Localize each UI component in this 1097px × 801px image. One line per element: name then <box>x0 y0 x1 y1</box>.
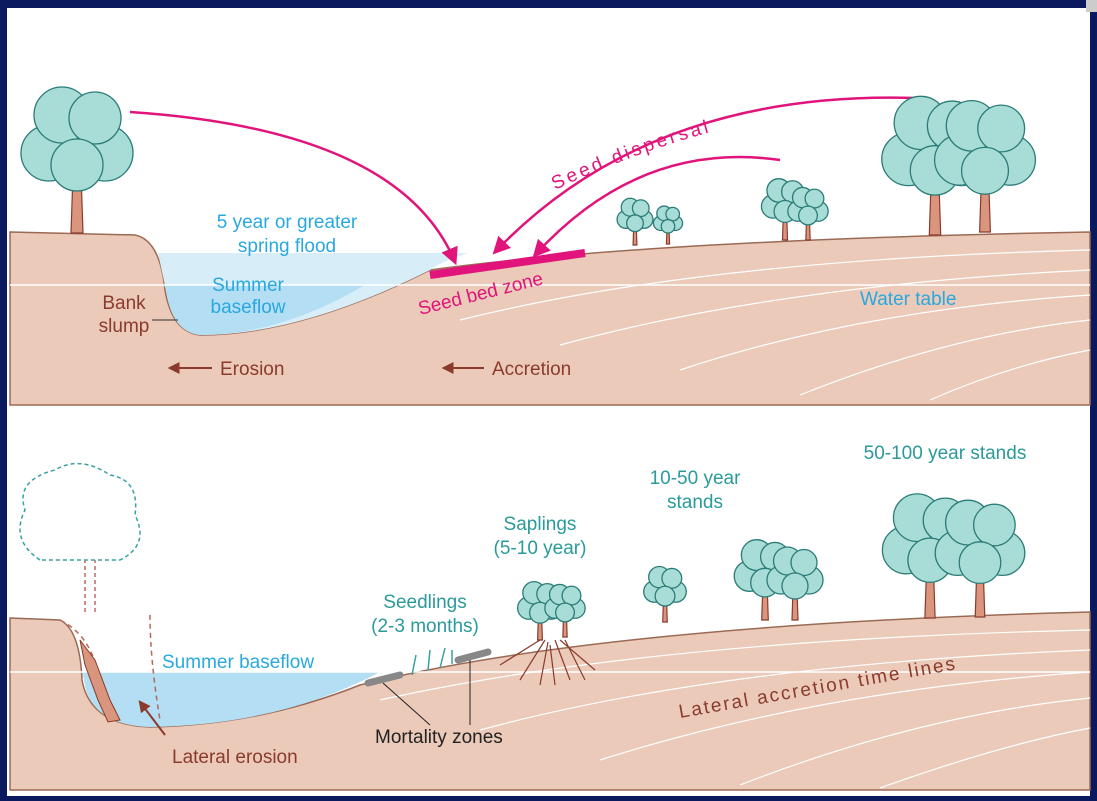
crown <box>654 585 676 607</box>
crown <box>561 585 582 606</box>
crown <box>958 541 1002 585</box>
crown <box>972 503 1016 547</box>
crown <box>626 214 644 233</box>
seedlings <box>411 647 453 676</box>
corner <box>1086 0 1097 12</box>
crown <box>660 218 676 234</box>
crown <box>804 188 825 209</box>
mortality-zone <box>364 671 404 687</box>
ground <box>9 611 1091 791</box>
lateral-erosion-label: Lateral erosion <box>172 747 298 768</box>
roots <box>499 639 596 686</box>
crown <box>50 138 104 192</box>
crown <box>960 146 1010 195</box>
mortality-label: Mortality zones <box>375 727 503 748</box>
dispersal-arrow <box>129 110 458 266</box>
flood-label: 5 year or greater spring flood <box>217 212 358 257</box>
baseflow-water <box>164 285 365 335</box>
trees <box>20 86 1037 641</box>
mid-stands-label: 10-50 year stands <box>650 468 742 513</box>
bank-slump-label: Bank slump <box>99 293 150 337</box>
baseflow-water <box>82 672 380 727</box>
baseflow-label: Summer baseflow <box>162 652 314 673</box>
time-lines <box>459 249 1091 401</box>
crown <box>661 567 683 589</box>
erosion-label: Erosion <box>220 359 284 380</box>
dispersal-arrow <box>492 96 916 255</box>
accretion-label: Accretion <box>492 359 571 380</box>
arrow <box>138 700 166 736</box>
crown <box>68 91 122 145</box>
leader <box>382 682 431 726</box>
seed-bed <box>429 249 586 279</box>
seedlings-label: Seedlings (2-3 months) <box>371 592 479 637</box>
crown <box>797 205 819 226</box>
crown <box>554 602 576 623</box>
fallen-tree <box>79 639 121 723</box>
former-trunk <box>84 560 96 612</box>
baseflow-label: Summer baseflow <box>211 275 286 318</box>
water-table-label: Water table <box>860 289 956 310</box>
mortality-zone <box>454 648 492 664</box>
saplings-label: Saplings (5-10 year) <box>494 514 587 559</box>
crown <box>781 572 809 600</box>
former-tree <box>19 462 141 561</box>
dispersal-arrow <box>532 155 781 258</box>
crown <box>665 206 681 222</box>
time-lines <box>379 629 1091 789</box>
crown <box>631 199 650 218</box>
crown <box>790 548 818 577</box>
old-stands-label: 50-100 year stands <box>864 443 1027 464</box>
crown <box>977 104 1026 153</box>
